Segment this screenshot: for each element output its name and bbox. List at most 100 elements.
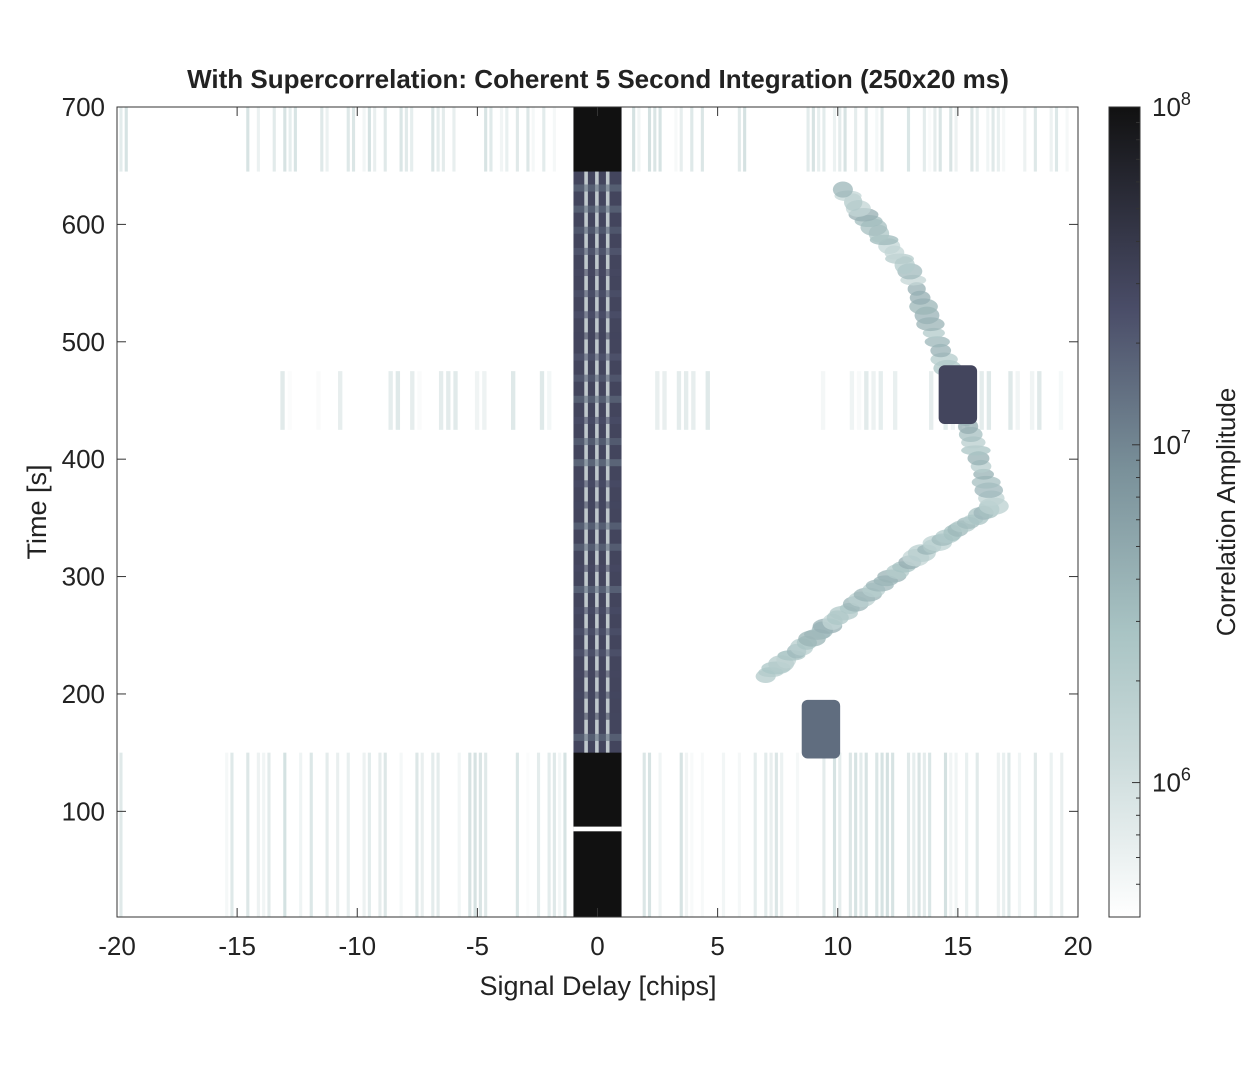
noise-stripe bbox=[965, 752, 969, 917]
noise-stripe bbox=[679, 752, 683, 917]
noise-stripe bbox=[415, 752, 419, 917]
noise-stripe bbox=[806, 107, 810, 172]
noise-stripe bbox=[399, 107, 403, 172]
reflection-path-segment bbox=[832, 181, 853, 198]
noise-stripe bbox=[536, 752, 541, 917]
noise-stripe bbox=[684, 752, 689, 917]
y-tick-label: 200 bbox=[62, 679, 105, 709]
noise-stripe bbox=[280, 371, 285, 430]
noise-stripe bbox=[1049, 752, 1053, 917]
noise-stripe bbox=[473, 752, 477, 917]
noise-stripe bbox=[893, 371, 898, 430]
noise-stripe bbox=[875, 107, 879, 172]
zero-delay-mottle bbox=[573, 628, 622, 636]
noise-stripe bbox=[933, 107, 937, 172]
noise-stripe bbox=[119, 752, 123, 917]
noise-stripe bbox=[336, 752, 340, 917]
noise-stripe bbox=[499, 107, 504, 172]
noise-stripe bbox=[690, 107, 694, 172]
noise-stripe bbox=[410, 371, 415, 430]
zero-delay-mottle bbox=[573, 522, 622, 530]
noise-stripe bbox=[922, 107, 926, 172]
noise-stripe bbox=[875, 752, 879, 917]
colorbar-tick-label: 106 bbox=[1152, 765, 1191, 798]
noise-stripe bbox=[949, 107, 953, 172]
noise-stripe bbox=[325, 752, 329, 917]
noise-stripe bbox=[843, 107, 847, 172]
noise-stripe bbox=[891, 752, 895, 917]
noise-stripe bbox=[489, 107, 493, 172]
noise-stripe bbox=[1015, 371, 1020, 430]
noise-stripe bbox=[743, 107, 747, 172]
noise-stripe bbox=[124, 107, 128, 172]
noise-stripe bbox=[367, 107, 371, 172]
noise-stripe bbox=[1002, 107, 1006, 172]
zero-delay-band bbox=[573, 107, 622, 172]
noise-stripe bbox=[395, 371, 401, 430]
noise-stripe bbox=[737, 752, 741, 917]
zero-delay-mottle bbox=[573, 733, 622, 741]
plot-area: -20 -15 -10 -5 0 5 10 15 20 100 200 300 400 500 600 70… bbox=[62, 92, 1093, 961]
noise-stripe bbox=[325, 107, 329, 172]
y-axis-label: Time [s] bbox=[22, 464, 52, 559]
noise-stripe bbox=[262, 752, 266, 917]
noise-stripe bbox=[658, 752, 662, 917]
zero-delay-mottle bbox=[573, 501, 622, 509]
zero-delay-mottle bbox=[573, 395, 622, 403]
zero-delay-mottle bbox=[573, 205, 622, 213]
x-tick-label: 5 bbox=[710, 931, 724, 961]
zero-delay-gap bbox=[573, 826, 622, 832]
noise-stripe bbox=[256, 752, 260, 917]
x-tick-label: -10 bbox=[338, 931, 376, 961]
noise-stripe bbox=[378, 752, 382, 917]
noise-stripe bbox=[674, 107, 678, 172]
noise-stripe bbox=[943, 752, 948, 917]
colorbar-tick-label: 108 bbox=[1152, 89, 1191, 122]
noise-stripe bbox=[531, 107, 535, 172]
noise-stripe bbox=[446, 371, 451, 430]
noise-stripe bbox=[737, 107, 741, 172]
noise-stripe bbox=[642, 752, 646, 917]
noise-stripe bbox=[484, 752, 488, 917]
noise-stripe bbox=[854, 107, 858, 172]
noise-stripe bbox=[474, 371, 480, 430]
noise-stripe bbox=[928, 752, 932, 917]
zero-delay-mottle bbox=[573, 332, 622, 340]
x-tick-label: 15 bbox=[943, 931, 972, 961]
noise-stripe bbox=[975, 107, 979, 172]
noise-stripe bbox=[632, 107, 636, 172]
noise-stripe bbox=[753, 752, 757, 917]
zero-delay-mottle bbox=[573, 691, 622, 699]
noise-stripe bbox=[362, 752, 366, 917]
noise-stripe bbox=[399, 752, 403, 917]
colorbar-gradient bbox=[1108, 106, 1141, 918]
noise-stripe bbox=[832, 107, 837, 172]
noise-stripe bbox=[859, 752, 863, 917]
noise-stripe bbox=[388, 371, 393, 430]
noise-stripe bbox=[811, 107, 815, 172]
zero-delay-mottle bbox=[573, 374, 622, 382]
noise-stripe bbox=[526, 752, 530, 917]
noise-stripe bbox=[658, 107, 662, 172]
noise-stripe bbox=[383, 752, 387, 917]
zero-delay-mottle bbox=[573, 416, 622, 424]
noise-stripe bbox=[986, 107, 990, 172]
noise-stripe bbox=[293, 107, 297, 172]
zero-delay-band bbox=[573, 752, 622, 917]
noise-stripe bbox=[351, 107, 356, 172]
zero-delay-mottle bbox=[573, 649, 622, 657]
noise-stripe bbox=[928, 107, 932, 172]
noise-stripe bbox=[453, 371, 458, 430]
noise-stripe bbox=[547, 371, 552, 430]
zero-delay-mottle bbox=[573, 712, 622, 720]
noise-stripe bbox=[938, 107, 942, 172]
zero-delay-mottle bbox=[573, 290, 622, 298]
reflection-patch bbox=[801, 699, 841, 759]
chart-title: With Supercorrelation: Coherent 5 Second… bbox=[187, 64, 1009, 94]
zero-delay-mottle bbox=[573, 585, 622, 593]
noise-stripe bbox=[119, 107, 123, 172]
zero-delay-mottle bbox=[573, 247, 622, 255]
noise-stripe bbox=[854, 752, 858, 917]
zero-delay-mottle bbox=[573, 353, 622, 361]
noise-stripe bbox=[505, 107, 509, 172]
